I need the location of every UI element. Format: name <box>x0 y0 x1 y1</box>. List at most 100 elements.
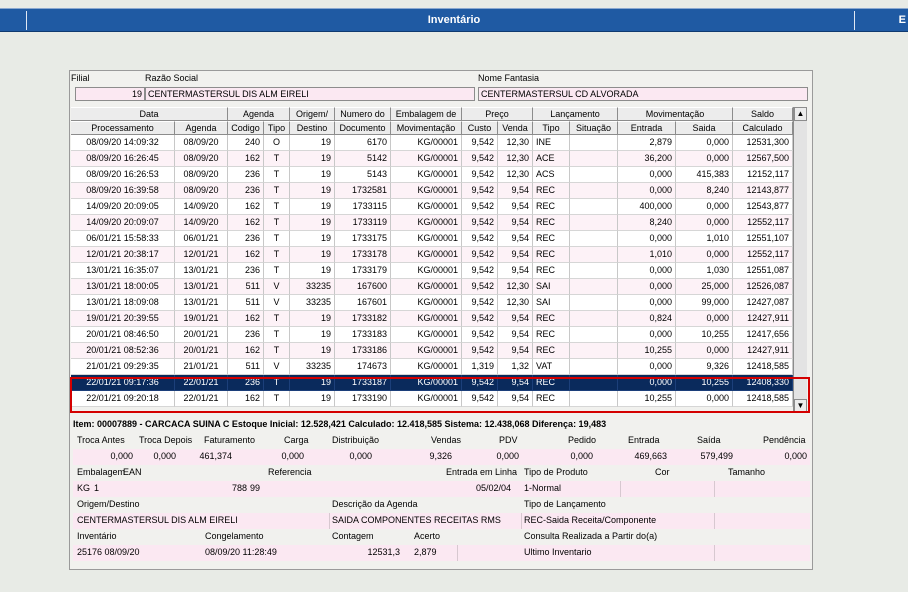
cell-tipo[interactable]: T <box>264 183 290 199</box>
cell-entrada[interactable]: 0,000 <box>618 279 676 295</box>
cell-processamento[interactable]: 14/09/20 20:09:07 <box>71 215 175 231</box>
cell-custo[interactable]: 9,542 <box>462 263 498 279</box>
cell-lanc-tipo[interactable]: REC <box>533 215 570 231</box>
cell-documento[interactable]: 1733190 <box>335 391 391 407</box>
cell-entrada[interactable]: 0,000 <box>618 231 676 247</box>
cell-entrada[interactable]: 36,200 <box>618 151 676 167</box>
cell-situacao[interactable] <box>570 167 618 183</box>
cell-destino[interactable]: 19 <box>290 311 335 327</box>
cell-lanc-tipo[interactable]: SAI <box>533 279 570 295</box>
cell-entrada[interactable]: 0,000 <box>618 359 676 375</box>
cell-processamento[interactable]: 13/01/21 16:35:07 <box>71 263 175 279</box>
col-processamento[interactable]: Processamento <box>71 121 175 135</box>
table-row[interactable]: 20/01/21 08:52:36 20/01/21 162 T 19 1733186 KG… <box>71 343 793 359</box>
cell-documento[interactable]: 1733115 <box>335 199 391 215</box>
cell-venda[interactable]: 9,54 <box>498 391 533 407</box>
cell-situacao[interactable] <box>570 311 618 327</box>
cell-processamento[interactable]: 22/01/21 09:20:18 <box>71 391 175 407</box>
col-entrada[interactable]: Entrada <box>618 121 676 135</box>
cell-custo[interactable]: 1,319 <box>462 359 498 375</box>
cell-codigo[interactable]: 162 <box>228 247 264 263</box>
col-situacao[interactable]: Situação <box>570 121 618 135</box>
cell-venda[interactable]: 9,54 <box>498 343 533 359</box>
cell-documento[interactable]: 1733179 <box>335 263 391 279</box>
cell-entrada[interactable]: 10,255 <box>618 391 676 407</box>
table-row[interactable]: 12/01/21 20:38:17 12/01/21 162 T 19 1733178 KG… <box>71 247 793 263</box>
cell-lanc-tipo[interactable]: REC <box>533 311 570 327</box>
cell-situacao[interactable] <box>570 215 618 231</box>
table-row[interactable]: 21/01/21 09:29:35 21/01/21 511 V 33235 174673… <box>71 359 793 375</box>
cell-situacao[interactable] <box>570 151 618 167</box>
cell-saida[interactable]: 0,000 <box>676 311 733 327</box>
cell-saida[interactable]: 0,000 <box>676 135 733 151</box>
cell-situacao[interactable] <box>570 359 618 375</box>
cell-codigo[interactable]: 236 <box>228 167 264 183</box>
cell-destino[interactable]: 19 <box>290 391 335 407</box>
cell-agenda[interactable]: 08/09/20 <box>175 135 228 151</box>
cell-agenda[interactable]: 08/09/20 <box>175 183 228 199</box>
cell-lanc-tipo[interactable]: REC <box>533 343 570 359</box>
cell-destino[interactable]: 19 <box>290 183 335 199</box>
cell-venda[interactable]: 9,54 <box>498 375 533 391</box>
table-row[interactable]: 06/01/21 15:58:33 06/01/21 236 T 19 1733175 KG… <box>71 231 793 247</box>
cell-venda[interactable]: 9,54 <box>498 247 533 263</box>
cell-calculado[interactable]: 12567,500 <box>733 151 793 167</box>
cell-agenda[interactable]: 21/01/21 <box>175 359 228 375</box>
cell-calculado[interactable]: 12551,107 <box>733 231 793 247</box>
cell-documento[interactable]: 1733186 <box>335 343 391 359</box>
scroll-down-icon[interactable]: ▼ <box>794 399 807 413</box>
cell-entrada[interactable]: 0,000 <box>618 327 676 343</box>
cell-saida[interactable]: 1,010 <box>676 231 733 247</box>
cell-calculado[interactable]: 12427,087 <box>733 295 793 311</box>
scroll-up-icon[interactable]: ▲ <box>794 107 807 121</box>
cell-destino[interactable]: 33235 <box>290 295 335 311</box>
cell-venda[interactable]: 12,30 <box>498 295 533 311</box>
cell-movimentacao[interactable]: KG/00001 <box>391 359 462 375</box>
cell-destino[interactable]: 19 <box>290 375 335 391</box>
cell-movimentacao[interactable]: KG/00001 <box>391 183 462 199</box>
cell-lanc-tipo[interactable]: REC <box>533 375 570 391</box>
cell-documento[interactable]: 5143 <box>335 167 391 183</box>
table-row[interactable]: 08/09/20 14:09:32 08/09/20 240 O 19 6170 KG/00… <box>71 135 793 151</box>
cell-saida[interactable]: 0,000 <box>676 343 733 359</box>
cell-documento[interactable]: 6170 <box>335 135 391 151</box>
cell-tipo[interactable]: T <box>264 327 290 343</box>
cell-tipo[interactable]: T <box>264 247 290 263</box>
cell-lanc-tipo[interactable]: REC <box>533 327 570 343</box>
cell-tipo[interactable]: O <box>264 135 290 151</box>
cell-situacao[interactable] <box>570 183 618 199</box>
cell-situacao[interactable] <box>570 263 618 279</box>
cell-lanc-tipo[interactable]: SAI <box>533 295 570 311</box>
cell-agenda[interactable]: 14/09/20 <box>175 215 228 231</box>
cell-venda[interactable]: 9,54 <box>498 215 533 231</box>
cell-custo[interactable]: 9,542 <box>462 215 498 231</box>
cell-agenda[interactable]: 22/01/21 <box>175 375 228 391</box>
cell-saida[interactable]: 0,000 <box>676 391 733 407</box>
cell-tipo[interactable]: T <box>264 199 290 215</box>
cell-tipo[interactable]: T <box>264 263 290 279</box>
cell-tipo[interactable]: T <box>264 375 290 391</box>
cell-processamento[interactable]: 21/01/21 09:29:35 <box>71 359 175 375</box>
cell-entrada[interactable]: 0,000 <box>618 375 676 391</box>
cell-calculado[interactable]: 12427,911 <box>733 343 793 359</box>
cell-lanc-tipo[interactable]: REC <box>533 183 570 199</box>
cell-movimentacao[interactable]: KG/00001 <box>391 391 462 407</box>
cell-destino[interactable]: 19 <box>290 263 335 279</box>
cell-documento[interactable]: 1733175 <box>335 231 391 247</box>
cell-codigo[interactable]: 162 <box>228 199 264 215</box>
cell-codigo[interactable]: 236 <box>228 231 264 247</box>
cell-agenda[interactable]: 22/01/21 <box>175 391 228 407</box>
cell-saida[interactable]: 0,000 <box>676 199 733 215</box>
cell-venda[interactable]: 12,30 <box>498 151 533 167</box>
cell-codigo[interactable]: 240 <box>228 135 264 151</box>
cell-entrada[interactable]: 8,240 <box>618 215 676 231</box>
cell-custo[interactable]: 9,542 <box>462 311 498 327</box>
cell-custo[interactable]: 9,542 <box>462 151 498 167</box>
cell-agenda[interactable]: 06/01/21 <box>175 231 228 247</box>
cell-codigo[interactable]: 162 <box>228 391 264 407</box>
cell-saida[interactable]: 0,000 <box>676 151 733 167</box>
table-row[interactable]: 20/01/21 08:46:50 20/01/21 236 T 19 1733183 KG… <box>71 327 793 343</box>
cell-codigo[interactable]: 236 <box>228 183 264 199</box>
cell-codigo[interactable]: 511 <box>228 359 264 375</box>
cell-lanc-tipo[interactable]: REC <box>533 263 570 279</box>
